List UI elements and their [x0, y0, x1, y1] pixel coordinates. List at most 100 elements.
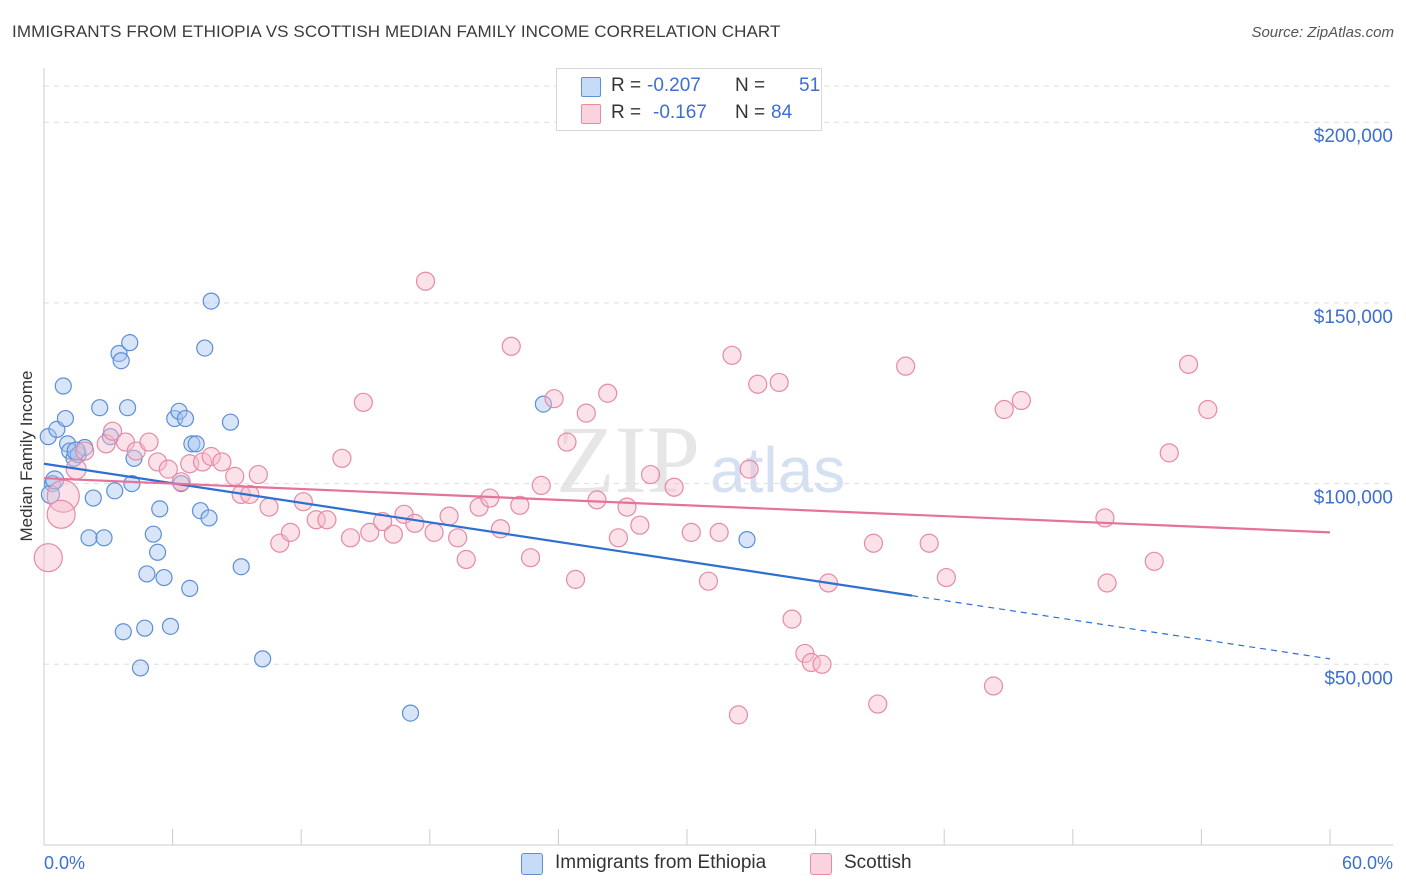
- chart-source: Source: ZipAtlas.com: [1251, 24, 1394, 41]
- data-point: [1097, 573, 1117, 593]
- data-point: [161, 617, 180, 635]
- data-point: [994, 399, 1014, 420]
- data-point: [170, 402, 188, 420]
- data-point: [748, 374, 768, 394]
- data-point: [510, 495, 530, 515]
- data-point: [576, 403, 596, 423]
- data-point: [151, 500, 169, 518]
- data-point: [919, 533, 939, 553]
- data-point: [138, 565, 156, 583]
- y-tick-label: $150,000: [1314, 307, 1393, 328]
- x-tick-label-max: 60.0%: [1342, 853, 1393, 873]
- data-point: [183, 435, 201, 453]
- data-point: [171, 472, 191, 492]
- data-point: [148, 543, 167, 561]
- series-ethiopia-points: [39, 292, 756, 722]
- data-point: [544, 389, 564, 409]
- data-point: [868, 694, 888, 714]
- data-point: [69, 446, 87, 464]
- gridlines: [44, 85, 1393, 665]
- data-point: [96, 434, 116, 454]
- bottom-legend-swatch-ethiopia: [521, 853, 543, 875]
- data-point: [112, 352, 130, 370]
- data-point: [863, 533, 884, 553]
- data-point: [983, 676, 1004, 696]
- data-point: [225, 466, 245, 486]
- data-point: [383, 524, 403, 544]
- data-point: [280, 522, 301, 542]
- data-point: [254, 650, 272, 668]
- data-point: [448, 528, 468, 548]
- data-point: [360, 522, 380, 542]
- data-point: [54, 377, 72, 395]
- data-point: [80, 529, 98, 547]
- watermark-atlas: atlas: [710, 434, 845, 506]
- legend-n-value: 84: [771, 102, 793, 123]
- watermark-zip: ZIP: [556, 406, 700, 513]
- data-point: [424, 522, 444, 542]
- data-point: [317, 510, 337, 530]
- data-point: [1144, 551, 1164, 571]
- data-point: [191, 502, 210, 520]
- data-point: [415, 271, 436, 291]
- chart-title: IMMIGRANTS FROM ETHIOPIA VS SCOTTISH MED…: [12, 22, 781, 41]
- data-point: [738, 531, 756, 549]
- data-point: [56, 409, 75, 428]
- data-point: [121, 334, 139, 352]
- data-point: [557, 432, 577, 452]
- data-point: [1159, 443, 1179, 463]
- data-point: [520, 548, 541, 568]
- trend-line-ethiopia: [43, 462, 913, 597]
- data-point: [353, 392, 373, 412]
- data-point: [340, 528, 361, 548]
- data-point: [401, 704, 420, 722]
- data-point: [102, 421, 123, 441]
- x-ticks: [43, 829, 1331, 845]
- data-point: [212, 452, 232, 472]
- data-point: [782, 609, 802, 629]
- data-point: [812, 654, 832, 674]
- trend-line-ethiopia-extension: [911, 595, 1331, 660]
- data-point: [139, 432, 159, 452]
- data-point: [201, 446, 221, 467]
- data-point: [40, 484, 61, 505]
- data-point: [439, 506, 459, 526]
- data-point: [75, 441, 95, 461]
- y-axis-label: Median Family Income: [17, 370, 36, 541]
- bottom-legend-label-scottish: Scottish: [844, 852, 912, 873]
- data-point: [131, 659, 150, 677]
- data-point: [147, 452, 168, 472]
- data-point: [196, 339, 214, 357]
- legend-swatch-scottish: [581, 104, 601, 124]
- data-point: [232, 558, 250, 576]
- data-point: [769, 372, 789, 393]
- data-point: [202, 292, 220, 310]
- data-point: [534, 395, 552, 413]
- data-point: [896, 356, 916, 376]
- data-point: [144, 525, 162, 543]
- data-point: [221, 413, 240, 431]
- data-point: [91, 399, 109, 417]
- data-point: [46, 499, 76, 529]
- data-point: [95, 529, 113, 547]
- data-point: [598, 383, 618, 403]
- y-tick-labels: $50,000 $100,000 $150,000 $200,000: [1314, 126, 1393, 689]
- data-point: [155, 568, 173, 587]
- bottom-legend-swatch-scottish: [810, 853, 832, 875]
- data-point: [39, 428, 57, 446]
- data-point: [531, 475, 551, 496]
- data-point: [739, 459, 759, 479]
- data-point: [114, 623, 132, 641]
- data-point: [640, 464, 661, 485]
- data-point: [1198, 399, 1218, 420]
- series-scottish-points: [33, 271, 1218, 725]
- data-point: [722, 345, 742, 365]
- y-tick-label: $50,000: [1324, 668, 1393, 689]
- data-point: [587, 490, 607, 510]
- data-point: [106, 482, 124, 500]
- data-point: [630, 515, 650, 535]
- data-point: [698, 571, 719, 591]
- trend-line-scottish: [43, 477, 1331, 534]
- data-point: [709, 522, 729, 542]
- data-point: [456, 549, 476, 570]
